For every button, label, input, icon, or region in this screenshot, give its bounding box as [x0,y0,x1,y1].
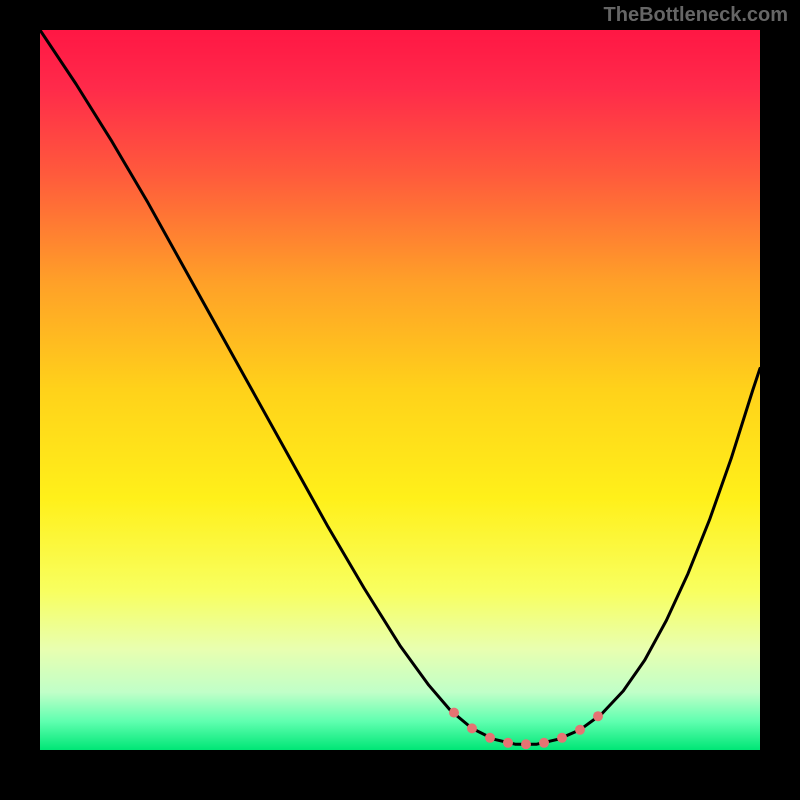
curve-marker [467,723,477,733]
curve-marker [503,738,513,748]
plot-area [40,30,760,750]
bottleneck-curve [40,30,760,744]
curve-marker [485,733,495,743]
curve-layer [40,30,760,750]
curve-markers [449,708,603,750]
curve-marker [449,708,459,718]
curve-marker [539,738,549,748]
watermark-text: TheBottleneck.com [604,4,788,27]
curve-marker [575,725,585,735]
curve-marker [521,739,531,749]
curve-marker [557,733,567,743]
curve-marker [593,711,603,721]
